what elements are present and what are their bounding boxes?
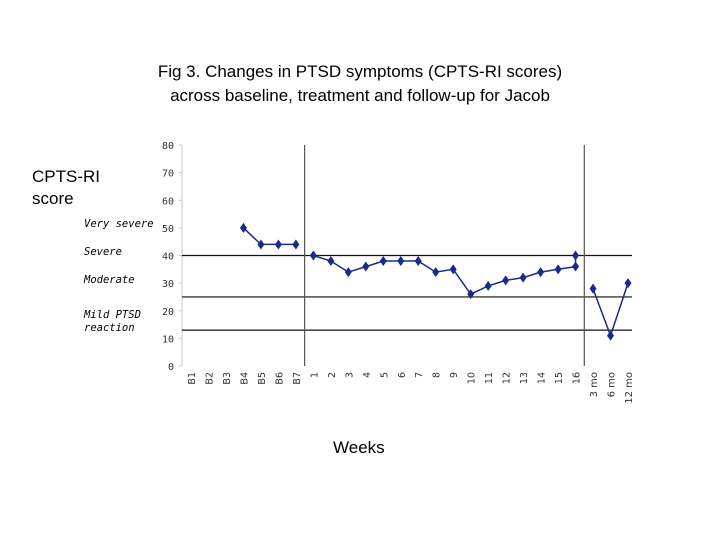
x-tick-label: 12 mo	[624, 372, 635, 404]
data-point	[589, 283, 597, 294]
data-point	[484, 280, 492, 291]
x-tick-label: B3	[222, 372, 233, 385]
y-axis-label: CPTS-RI score	[32, 166, 100, 210]
data-point	[554, 264, 562, 275]
x-tick-label: 12	[502, 372, 513, 384]
x-tick-label: 14	[537, 372, 548, 384]
series-line-treatment	[313, 254, 576, 296]
data-point	[449, 264, 457, 275]
data-point	[292, 239, 300, 250]
x-tick-label: B4	[239, 372, 250, 385]
x-tick-label: 5	[379, 372, 390, 378]
x-tick-label: 3	[344, 372, 355, 378]
data-point	[467, 289, 475, 300]
x-tick-label: B6	[274, 372, 285, 385]
x-tick-label: 7	[414, 372, 425, 378]
data-point	[502, 275, 510, 286]
x-tick-label: 16	[572, 372, 583, 384]
severity-label-text: Mild PTSD	[84, 309, 141, 321]
data-point	[257, 239, 265, 250]
severity-label-text: Moderate	[84, 274, 135, 286]
x-tick-label: 6	[397, 372, 408, 378]
y-tick-label: 0	[168, 362, 174, 373]
x-tick-label: B1	[187, 372, 198, 385]
x-tick-label: B5	[257, 372, 268, 385]
chart-title: Fig 3. Changes in PTSD symptoms (CPTS-RI…	[0, 60, 720, 108]
data-point	[309, 250, 317, 261]
y-tick-label: 10	[162, 334, 174, 345]
x-tick-label: 1	[309, 372, 320, 378]
x-tick-label: 9	[449, 372, 460, 378]
data-point	[607, 330, 615, 341]
data-point	[414, 256, 422, 267]
x-tick-label: 2	[327, 372, 338, 378]
data-point	[327, 256, 335, 267]
x-axis-label: Weeks	[333, 438, 385, 457]
x-tick-label: 4	[362, 372, 373, 378]
data-point	[432, 267, 440, 278]
series-line-follow-up	[592, 282, 629, 338]
severity-label-moderate: Moderate	[84, 274, 135, 287]
data-point	[624, 278, 632, 289]
severity-label-text: Severe	[84, 246, 122, 258]
y-tick-label: 40	[162, 252, 174, 263]
y-tick-label: 70	[162, 169, 174, 180]
chart-title-line-2: across baseline, treatment and follow-up…	[170, 86, 550, 105]
y-tick-label: 30	[162, 279, 174, 290]
x-tick-label: 13	[519, 372, 530, 384]
x-tick-label: 11	[484, 372, 495, 384]
data-point	[362, 261, 370, 272]
y-tick-label: 60	[162, 196, 174, 207]
data-point	[379, 256, 387, 267]
x-tick-label: B2	[204, 372, 215, 385]
y-tick-label: 50	[162, 224, 174, 235]
data-point	[519, 272, 527, 283]
data-point	[537, 267, 545, 278]
data-point	[239, 222, 247, 233]
x-tick-label: B7	[292, 372, 303, 385]
y-tick-label: 20	[162, 307, 174, 318]
y-axis-label-line-1: CPTS-RI	[32, 167, 100, 186]
severity-label-very-severe: Very severe	[84, 218, 154, 231]
y-axis-label-line-2: score	[32, 189, 74, 208]
data-point	[344, 267, 352, 278]
y-tick-label: 80	[162, 141, 174, 152]
x-tick-label: 3 mo	[589, 372, 600, 397]
severity-label-text: Very severe	[84, 218, 154, 230]
x-tick-label: 15	[554, 372, 565, 384]
severity-label-severe: Severe	[84, 246, 122, 259]
chart-title-line-1: Fig 3. Changes in PTSD symptoms (CPTS-RI…	[157, 62, 563, 81]
data-point	[397, 256, 405, 267]
x-tick-label: 6 mo	[607, 372, 618, 397]
x-tick-label: 8	[432, 372, 443, 378]
data-point	[274, 239, 282, 250]
severity-label-mild: Mild PTSD reaction	[84, 309, 141, 335]
series-line-baseline	[242, 227, 296, 246]
x-tick-label: 10	[467, 372, 478, 384]
severity-label-text-line-2: reaction	[84, 322, 135, 334]
